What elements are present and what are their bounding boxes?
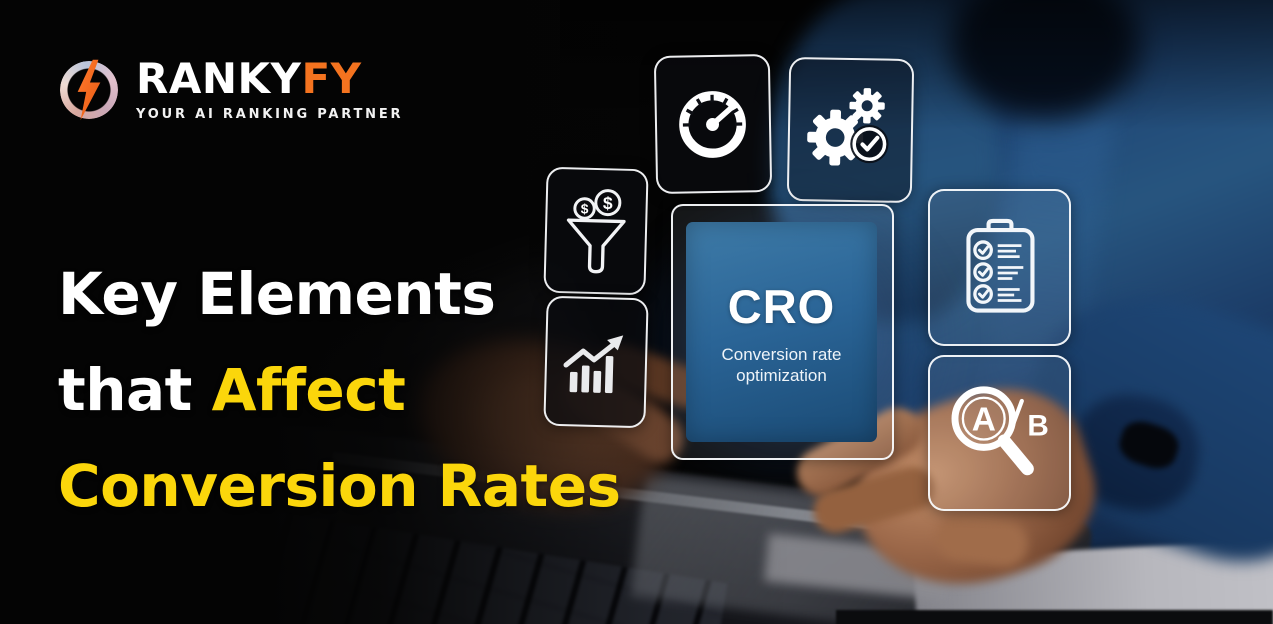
growth-chart-icon [563, 335, 624, 394]
headline-line1: Key Elements [58, 260, 496, 328]
speedometer-icon [679, 91, 746, 158]
cro-subtitle-line2: optimization [736, 365, 827, 385]
cro-card: CRO Conversion rate optimization [671, 204, 894, 460]
checklist-card [928, 189, 1071, 346]
gears-check-icon [806, 88, 888, 166]
brand-name: RANKYFY [136, 58, 403, 100]
funnel-card: $ $ [543, 166, 649, 296]
cro-acronym: CRO [727, 279, 836, 333]
brand-tagline: YOUR AI RANKING PARTNER [136, 107, 404, 122]
coin-dollar-text: $ [580, 200, 588, 216]
headline-line2-prefix: that [58, 356, 212, 424]
sales-funnel-icon: $ $ [566, 189, 626, 274]
speed-card [653, 53, 773, 195]
brand-name-accent: FY [301, 54, 362, 103]
brand-name-primary: RANKY [136, 54, 302, 103]
cro-subtitle: Conversion rate optimization [721, 344, 841, 386]
ab-test-icon: A B [951, 386, 1048, 476]
headline-line2-highlight: Affect [211, 356, 406, 424]
settings-card [786, 56, 915, 204]
growth-card [543, 295, 649, 429]
headline: Key Elements that Affect Conversion Rate… [58, 246, 738, 534]
cro-panel: CRO Conversion rate optimization [686, 222, 877, 442]
ab-letter-a: A [971, 402, 995, 439]
coin-dollar-text: $ [603, 193, 614, 213]
headline-line3: Conversion Rates [58, 452, 621, 520]
lightning-bolt-icon [77, 59, 101, 121]
logo-text: RANKYFY YOUR AI RANKING PARTNER [136, 58, 404, 123]
ab-test-card: A B [928, 355, 1071, 511]
logo-mark [58, 59, 120, 121]
photo-desk-edge-shadow [836, 610, 1273, 624]
checklist-icon [965, 218, 1035, 313]
logo: RANKYFY YOUR AI RANKING PARTNER [58, 58, 403, 122]
headline-line2: that Affect [58, 342, 738, 438]
cro-subtitle-line1: Conversion rate [721, 344, 842, 364]
ab-letter-b: B [1027, 409, 1048, 442]
